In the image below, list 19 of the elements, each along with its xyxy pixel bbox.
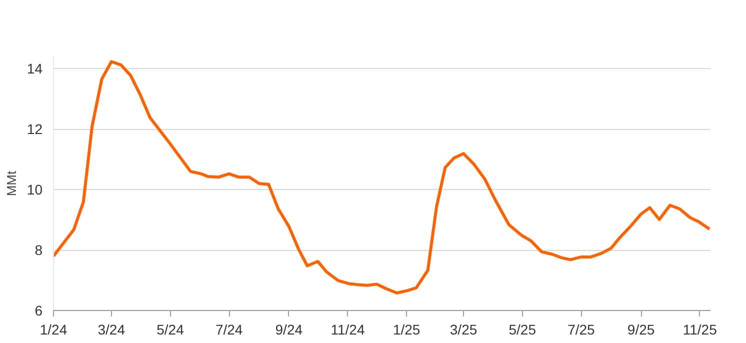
- x-tick-label: 5/25: [508, 322, 536, 338]
- x-tick-label: 9/24: [275, 322, 303, 338]
- x-tick-label: 3/24: [98, 322, 126, 338]
- x-tick-label: 7/24: [215, 322, 243, 338]
- x-tick-label: 1/24: [40, 322, 68, 338]
- y-tick-label: 10: [26, 182, 43, 198]
- y-tick-label: 6: [34, 302, 43, 318]
- x-tick-label: 3/25: [450, 322, 478, 338]
- x-tick-label: 11/25: [682, 322, 718, 338]
- y-tick-label: 8: [34, 242, 43, 258]
- line-series: [54, 60, 710, 294]
- x-tick-label: 11/24: [330, 322, 365, 338]
- x-tick-label: 9/25: [627, 322, 655, 338]
- y-tick-label: 14: [26, 60, 43, 77]
- y-tick-label: 12: [26, 121, 43, 138]
- x-tick-label: 1/25: [392, 322, 420, 338]
- x-tick-label: 7/25: [568, 322, 596, 338]
- y-axis-title: MMt: [4, 170, 19, 196]
- x-tick-label: 5/24: [156, 322, 184, 338]
